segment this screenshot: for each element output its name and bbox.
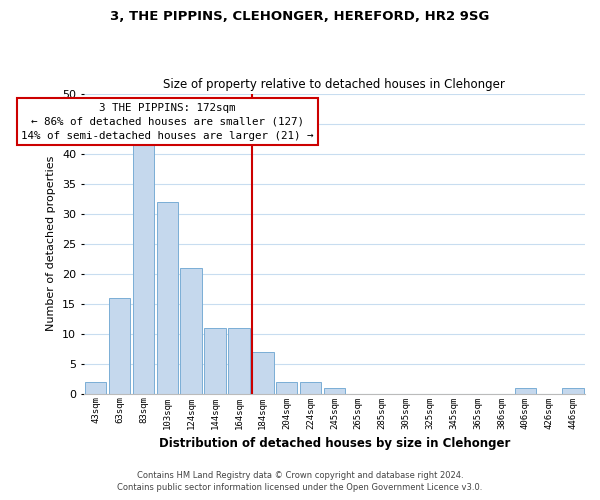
Bar: [85, 382, 106, 394]
Bar: [204, 328, 226, 394]
Bar: [276, 382, 298, 394]
Text: 3, THE PIPPINS, CLEHONGER, HEREFORD, HR2 9SG: 3, THE PIPPINS, CLEHONGER, HEREFORD, HR2…: [110, 10, 490, 23]
Bar: [157, 202, 178, 394]
Y-axis label: Number of detached properties: Number of detached properties: [46, 156, 56, 332]
Bar: [515, 388, 536, 394]
Bar: [323, 388, 345, 394]
Text: 3 THE PIPPINS: 172sqm
← 86% of detached houses are smaller (127)
14% of semi-det: 3 THE PIPPINS: 172sqm ← 86% of detached …: [21, 102, 314, 141]
Bar: [109, 298, 130, 394]
Bar: [181, 268, 202, 394]
Bar: [562, 388, 584, 394]
Bar: [228, 328, 250, 394]
Bar: [133, 142, 154, 394]
Title: Size of property relative to detached houses in Clehonger: Size of property relative to detached ho…: [163, 78, 505, 91]
Bar: [252, 352, 274, 394]
X-axis label: Distribution of detached houses by size in Clehonger: Distribution of detached houses by size …: [158, 437, 510, 450]
Bar: [300, 382, 321, 394]
Text: Contains HM Land Registry data © Crown copyright and database right 2024.
Contai: Contains HM Land Registry data © Crown c…: [118, 471, 482, 492]
